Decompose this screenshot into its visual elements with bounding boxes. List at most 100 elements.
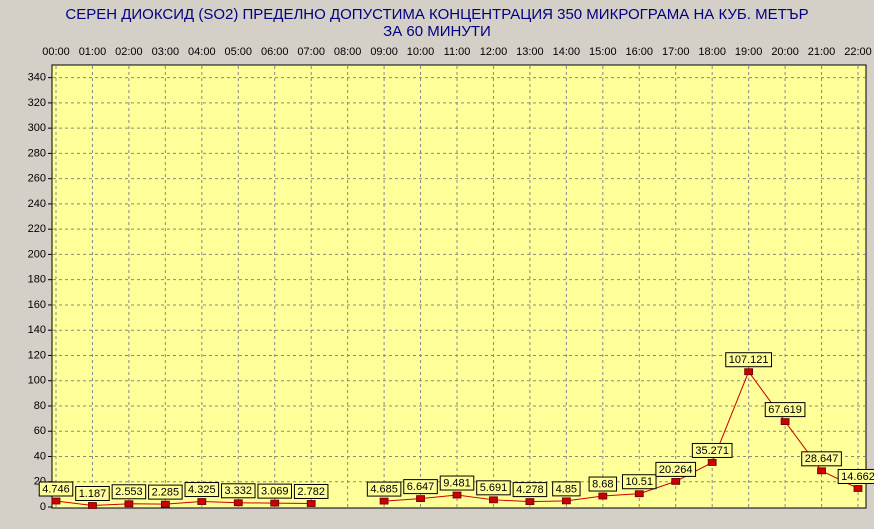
- chart-title: СЕРЕН ДИОКСИД (SO2) ПРЕДЕЛНО ДОПУСТИМА К…: [65, 6, 808, 23]
- value-label: 67.619: [768, 404, 802, 416]
- y-tick-label: 40: [34, 450, 46, 462]
- value-label: 28.647: [805, 453, 839, 465]
- value-label: 6.647: [407, 481, 435, 493]
- value-label-box: [725, 352, 773, 368]
- value-label: 10.51: [626, 476, 654, 488]
- y-tick-label: 160: [28, 299, 46, 311]
- x-tick-label: 05:00: [225, 46, 253, 58]
- value-label: 2.553: [115, 486, 143, 498]
- value-label-box: [801, 451, 842, 467]
- x-tick-label: 13:00: [516, 46, 544, 58]
- value-label: 20.264: [659, 464, 693, 476]
- x-tick-label: 04:00: [188, 46, 216, 58]
- y-tick-label: 80: [34, 400, 46, 412]
- value-label-box: [293, 483, 329, 499]
- marker: [452, 491, 462, 499]
- marker: [124, 500, 134, 508]
- marker: [233, 499, 243, 507]
- value-label: 107.121: [729, 354, 769, 366]
- x-tick-label: 08:00: [334, 46, 362, 58]
- x-tick-label: 06:00: [261, 46, 289, 58]
- value-label: 5.691: [480, 482, 508, 494]
- marker: [416, 495, 425, 503]
- y-tick-label: 100: [28, 375, 46, 387]
- x-tick-label: 22:00: [844, 46, 872, 58]
- y-tick-label: 220: [28, 223, 46, 235]
- chart-subtitle: ЗА 60 МИНУТИ: [383, 23, 491, 40]
- x-tick-label: 07:00: [297, 46, 325, 58]
- y-tick-label: 320: [28, 97, 46, 109]
- x-tick-label: 02:00: [115, 46, 143, 58]
- x-tick-label: 15:00: [589, 46, 617, 58]
- marker: [160, 500, 170, 508]
- value-label-box: [837, 468, 874, 484]
- value-label-box: [588, 476, 618, 492]
- value-label-box: [764, 402, 806, 418]
- value-label: 14.662: [841, 471, 874, 483]
- x-tick-label: 18:00: [698, 46, 726, 58]
- marker: [853, 485, 863, 492]
- y-tick-label: 140: [28, 324, 46, 336]
- value-label: 4.85: [556, 483, 577, 495]
- y-tick-label: 180: [28, 274, 46, 286]
- x-tick-label: 09:00: [370, 46, 398, 58]
- value-label: 4.325: [188, 484, 216, 496]
- value-label: 3.332: [225, 485, 253, 497]
- x-tick-label: 16:00: [626, 46, 654, 58]
- value-label-box: [655, 461, 697, 477]
- x-tick-label: 11:00: [444, 46, 471, 58]
- value-label-box: [403, 479, 438, 495]
- value-label-box: [512, 482, 548, 498]
- marker: [780, 418, 790, 426]
- value-label: 35.271: [695, 445, 729, 457]
- marker: [817, 467, 826, 475]
- y-tick-label: 280: [28, 147, 46, 159]
- marker: [306, 500, 316, 507]
- x-tick-label: 03:00: [152, 46, 180, 58]
- marker: [197, 498, 207, 505]
- value-label-box: [184, 482, 220, 498]
- marker: [489, 496, 498, 504]
- value-label: 4.278: [516, 484, 544, 496]
- marker: [671, 478, 681, 485]
- x-tick-label: 20:00: [771, 46, 799, 58]
- value-label-box: [476, 480, 511, 496]
- x-tick-label: 14:00: [553, 46, 581, 58]
- x-tick-label: 19:00: [735, 46, 763, 58]
- marker: [744, 368, 754, 376]
- value-label-box: [111, 484, 147, 500]
- value-label-box: [38, 481, 74, 497]
- y-tick-label: 200: [28, 248, 46, 260]
- value-label: 4.746: [42, 483, 70, 495]
- y-tick-label: 260: [28, 173, 46, 185]
- marker: [270, 499, 280, 507]
- y-tick-label: 120: [28, 349, 46, 361]
- x-tick-label: 10:00: [407, 46, 435, 58]
- value-label-box: [622, 474, 657, 490]
- value-label: 3.069: [261, 486, 289, 498]
- value-label-box: [75, 486, 110, 502]
- value-label: 2.782: [297, 486, 325, 498]
- marker: [379, 497, 389, 505]
- x-tick-label: 17:00: [662, 46, 690, 58]
- x-tick-label: 01:00: [79, 46, 107, 58]
- value-label: 1.187: [79, 488, 107, 500]
- marker: [525, 498, 535, 505]
- y-tick-label: 60: [34, 425, 46, 437]
- marker: [88, 502, 97, 509]
- value-label: 9.481: [443, 477, 471, 489]
- value-label-box: [257, 483, 292, 499]
- y-tick-label: 300: [28, 122, 46, 134]
- x-tick-label: 12:00: [480, 46, 508, 58]
- y-tick-label: 0: [40, 501, 46, 513]
- y-tick-label: 240: [28, 198, 46, 210]
- marker: [51, 497, 61, 505]
- value-label-box: [691, 442, 733, 458]
- x-tick-label: 21:00: [808, 46, 836, 58]
- marker: [634, 490, 644, 498]
- marker: [707, 459, 717, 466]
- value-label: 2.285: [152, 487, 180, 499]
- value-label-box: [439, 475, 475, 491]
- marker: [598, 492, 608, 500]
